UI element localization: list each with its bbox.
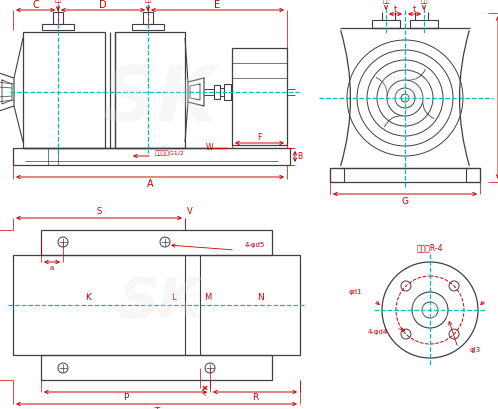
Text: M: M (204, 292, 212, 301)
Bar (214, 85, 220, 99)
Bar (23, 32, 105, 148)
Bar (13, 255, 300, 355)
Text: t: t (413, 4, 416, 13)
Text: E: E (215, 0, 221, 10)
Bar (330, 168, 480, 182)
Text: T: T (154, 407, 159, 409)
Text: 4-φd4: 4-φd4 (368, 329, 388, 335)
Text: φd1: φd1 (349, 289, 362, 295)
Text: SK: SK (376, 76, 434, 114)
Text: B: B (297, 152, 303, 161)
Text: D: D (99, 0, 107, 10)
Text: K: K (85, 292, 91, 301)
Text: 进气: 进气 (54, 0, 62, 3)
Text: S: S (97, 207, 102, 216)
Bar (143, 12, 153, 24)
Text: A: A (147, 179, 153, 189)
Bar (330, 168, 344, 182)
Text: 进气: 进气 (420, 0, 428, 4)
Bar (41, 230, 272, 255)
Text: SK: SK (119, 275, 202, 329)
Bar (232, 48, 287, 145)
Bar (41, 355, 272, 380)
Text: W: W (205, 144, 213, 153)
Text: P: P (123, 393, 128, 402)
Bar (13, 148, 290, 165)
Text: F: F (257, 133, 261, 142)
Text: 注液入口G1/2: 注液入口G1/2 (155, 150, 185, 156)
Bar (224, 84, 231, 100)
Text: SK: SK (407, 295, 453, 324)
Bar (410, 20, 438, 28)
Text: a: a (50, 265, 54, 271)
Text: 排气: 排气 (382, 0, 390, 4)
Text: L: L (171, 292, 175, 301)
Bar (466, 168, 480, 182)
Text: SK: SK (103, 63, 217, 137)
Bar (42, 24, 74, 30)
Text: t: t (394, 4, 397, 13)
Text: φJ3: φJ3 (470, 347, 481, 353)
Text: N: N (256, 292, 263, 301)
Text: C: C (32, 0, 39, 10)
Text: 4-φd5: 4-φd5 (245, 242, 265, 248)
Bar (53, 12, 63, 24)
Text: 排气口R-4: 排气口R-4 (417, 243, 443, 252)
Text: R: R (252, 393, 258, 402)
Text: r: r (204, 391, 207, 397)
Bar (132, 24, 164, 30)
Bar (115, 32, 185, 148)
Text: 排气: 排气 (144, 0, 152, 3)
Bar (220, 88, 224, 96)
Text: V: V (187, 207, 193, 216)
Bar (372, 20, 400, 28)
Text: G: G (401, 196, 408, 205)
